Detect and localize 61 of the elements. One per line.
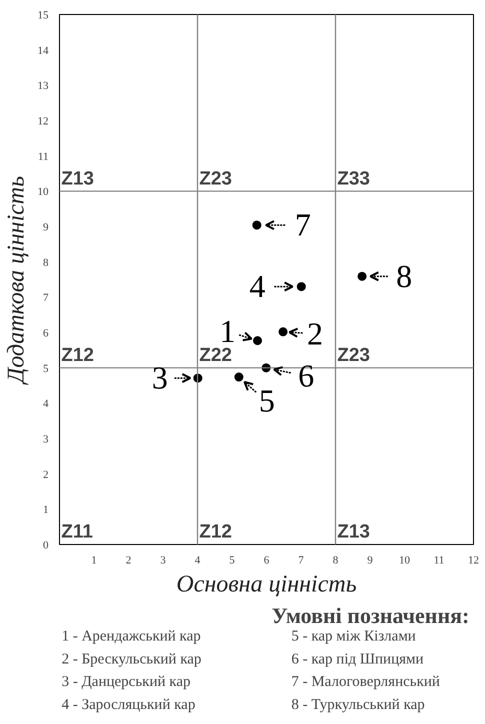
y-tick-label: 8 (43, 256, 49, 269)
text: 4 - Заросляцький кар (62, 696, 196, 713)
annotation: 3 (152, 360, 168, 396)
x-tick-label: 12 (468, 554, 479, 566)
y-tick-label: 6 (43, 328, 49, 340)
text: Умовні позначення: (272, 602, 470, 628)
annotation: Z11 (61, 522, 94, 543)
annotation: Z23 (337, 345, 370, 366)
x-tick-label: 3 (160, 554, 166, 566)
annotation: 4 (249, 268, 266, 304)
y-tick-label: 14 (38, 44, 49, 57)
annotation: Z23 (199, 168, 232, 190)
annotation: 8 (396, 258, 412, 294)
y-tick-label: 7 (43, 292, 49, 304)
point (252, 220, 262, 230)
y-tick-label: 13 (38, 80, 49, 92)
text: 6 - кар під Шпицями (291, 651, 424, 668)
x-tick-label: 2 (126, 554, 132, 566)
annotation: 7 (294, 206, 311, 243)
point (358, 272, 367, 281)
y-tick-label: 9 (43, 222, 49, 234)
point (253, 336, 262, 346)
annotation: 6 (298, 357, 314, 394)
y-tick-label: 15 (38, 10, 49, 22)
annotation: Z12 (199, 522, 232, 543)
x-tick-label: 9 (367, 554, 374, 566)
annotation: 2 (307, 315, 324, 352)
x-tick-label: 11 (434, 554, 444, 566)
y-tick-label: 3 (43, 434, 49, 446)
annotation: 5 (258, 382, 275, 419)
annotation: Z33 (337, 168, 370, 190)
y-tick-label: 0 (43, 540, 49, 552)
y-tick-label: 11 (38, 150, 48, 163)
text: 3 - Данцерський кар (62, 674, 190, 690)
x-tick-label: 7 (298, 554, 304, 566)
x-tick-label: 4 (194, 554, 201, 566)
x-tick-label: 6 (264, 554, 270, 566)
text: 2 - Брескульський кар (62, 651, 202, 668)
x-axis-title: Основна цінність (176, 572, 357, 598)
annotation: Z12 (61, 345, 94, 366)
x-tick-label: 1 (91, 554, 97, 566)
y-tick-label: 12 (38, 116, 48, 128)
annotation: Z13 (337, 522, 370, 543)
y-axis-title: Додаткова цінність (4, 176, 30, 386)
y-tick-label: 4 (43, 398, 49, 410)
x-tick-label: 10 (399, 554, 410, 566)
annotation: Z13 (61, 168, 94, 190)
point (234, 372, 244, 382)
x-tick-label: 8 (332, 554, 339, 566)
x-tick-label: 5 (229, 554, 236, 566)
y-tick-label: 5 (43, 362, 49, 375)
point (278, 327, 288, 336)
point (296, 282, 306, 292)
text: 1 - Арендажський кар (62, 628, 201, 644)
text: 8 - Туркульський кар (291, 696, 425, 713)
y-tick-label: 10 (38, 186, 49, 198)
text: 5 - кар між Кізлами (291, 628, 416, 644)
y-tick-label: 1 (43, 504, 48, 516)
text: 7 - Малоговерлянський (291, 674, 440, 690)
y-tick-label: 2 (43, 468, 48, 481)
annotation: Z22 (199, 345, 232, 366)
